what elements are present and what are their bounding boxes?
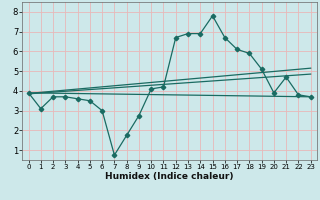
X-axis label: Humidex (Indice chaleur): Humidex (Indice chaleur) — [105, 172, 234, 181]
